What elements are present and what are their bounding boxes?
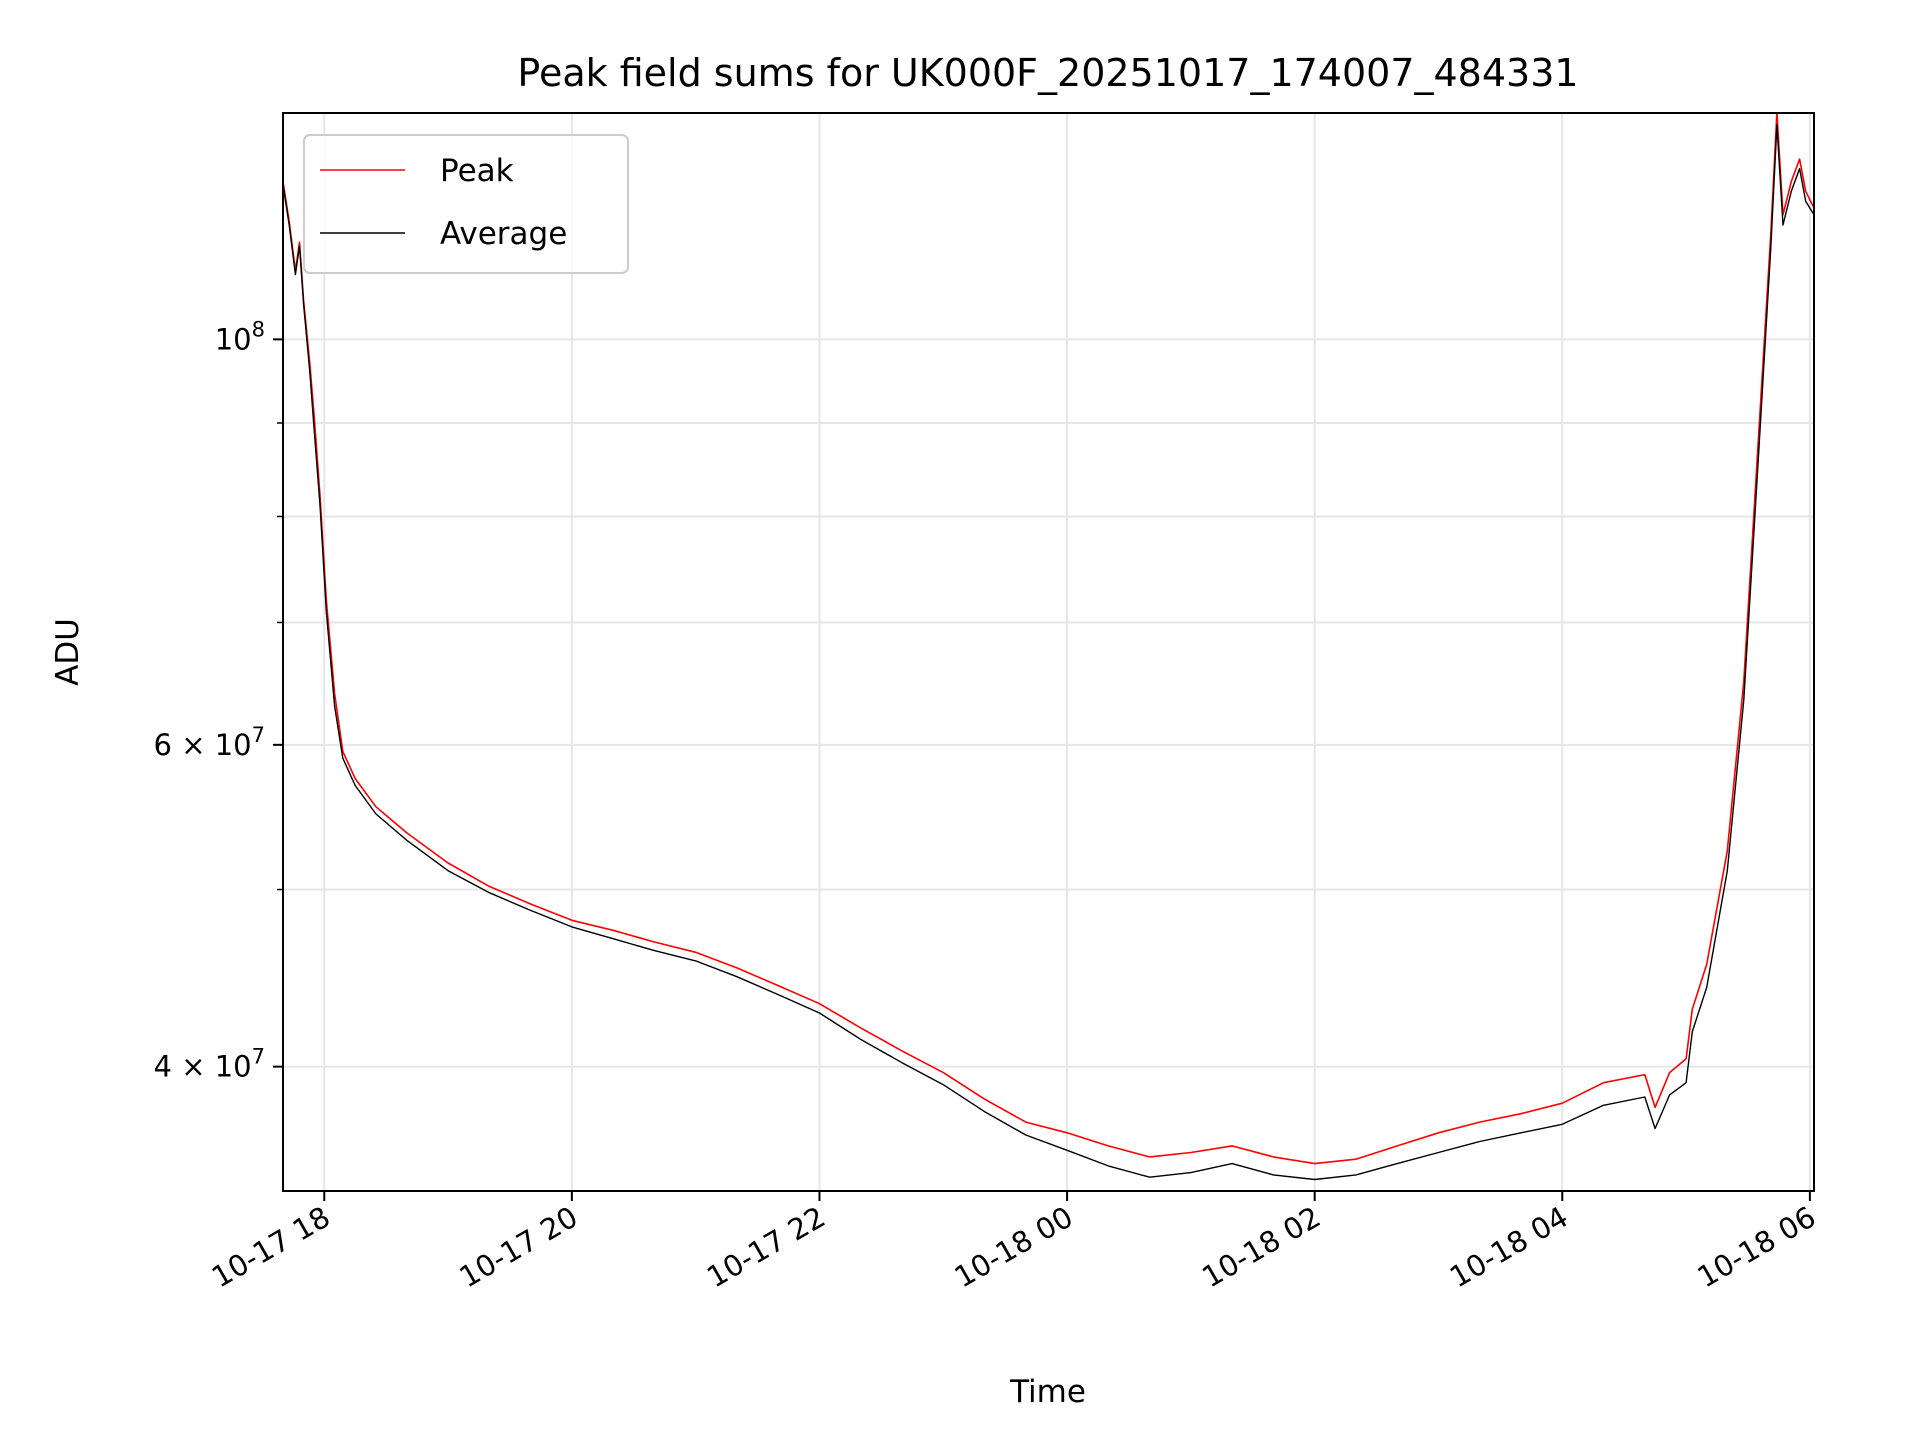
legend: Peak Average (303, 134, 629, 274)
y-axis: 108 6 × 107 4 × 107 (154, 317, 283, 1084)
y-tick-label-0: 108 (215, 317, 265, 356)
legend-label-peak: Peak (440, 153, 514, 189)
chart-title: Peak field sums for UK000F_20251017_1740… (517, 51, 1578, 95)
plot-frame (282, 112, 1815, 1192)
x-axis-label: Time (1009, 1374, 1086, 1410)
series-line-average (282, 124, 1815, 1181)
y-tick-label-1: 6 × 107 (154, 723, 265, 762)
y-tick-label-2: 4 × 107 (154, 1045, 265, 1084)
grid (283, 113, 1814, 1191)
legend-label-average: Average (440, 216, 567, 252)
series-line-peak (282, 112, 1815, 1165)
plot-series (282, 112, 1815, 1181)
y-axis-label: ADU (50, 618, 86, 686)
